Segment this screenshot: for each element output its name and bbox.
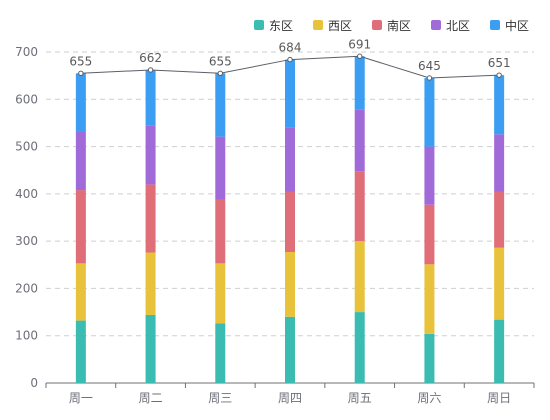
total-data-label: 651 [488,56,511,70]
bar-segment [75,263,86,321]
axes: 0 100 200 300 400 500 600 700 周一 周二 周三 周四 周五 周六 周日 [15,45,535,405]
bar-segment [215,263,226,324]
bar-segment [494,319,505,383]
legend-label: 中区 [505,18,529,33]
legend-label: 南区 [387,18,411,33]
x-tick-label: 周日 [487,391,511,405]
legend-swatch [490,20,500,30]
legend-label: 北区 [446,19,470,33]
legend-swatch [372,20,382,30]
bar-stacks [75,56,505,383]
y-tick-label: 600 [15,92,38,106]
bar-segment [285,316,295,383]
bar-segment [285,252,295,317]
y-tick-label: 300 [15,234,38,248]
total-data-label: 691 [348,37,371,51]
bar-segment [354,241,365,313]
bar-segment [424,204,435,265]
x-tick-label: 周一 [69,391,93,405]
bar-segment [354,171,365,242]
total-labels: 655 662 655 684 691 645 651 [69,37,510,73]
bar-segment [494,247,505,320]
total-point [357,53,363,59]
total-point [496,72,502,78]
bar-segment [494,134,505,192]
bar-segment [75,190,86,264]
legend-swatch [313,20,323,30]
bar-segment [75,73,86,132]
y-tick-label: 0 [30,376,38,390]
x-tick-label: 周五 [348,391,372,405]
total-line [78,53,502,81]
bar-segment [215,136,226,200]
x-tick-label: 周六 [417,391,441,405]
y-tick-label: 100 [15,329,38,343]
total-point [78,70,84,76]
bar-segment [215,199,226,264]
bar-segment [354,109,365,172]
total-point [426,75,433,81]
bar-segment [145,125,156,185]
legend-label: 东区 [269,19,293,33]
bar-segment [215,323,226,383]
legend-swatch [431,20,441,30]
legend-swatch [254,20,264,30]
y-tick-label: 400 [15,187,38,201]
bar-segment [75,131,86,191]
total-data-label: 655 [209,54,232,68]
bar-segment [215,73,226,137]
bar-segment [424,78,435,147]
bar-segment [145,184,156,253]
total-data-label: 662 [139,51,162,65]
x-tick-label: 周四 [278,391,302,405]
total-data-label: 684 [279,41,302,55]
bar-segment [424,264,435,334]
total-point [217,70,223,76]
total-data-label: 655 [69,54,92,68]
bar-segment [145,69,156,126]
y-tick-label: 500 [15,140,38,154]
bar-segment [354,312,365,383]
bar-segment [354,56,365,110]
x-tick-label: 周三 [208,391,232,405]
y-tick-label: 700 [15,45,38,59]
legend-label: 西区 [328,19,352,33]
total-data-label: 645 [418,59,441,73]
bar-segment [75,320,86,383]
legend: 东区 西区 南区 北区 中区 [254,18,529,33]
total-point [147,67,154,73]
bar-segment [494,75,505,135]
bar-segment [494,191,505,248]
total-point [287,56,293,63]
y-tick-label: 200 [15,281,38,295]
bar-segment [285,191,295,253]
bar-segment [285,59,295,128]
bar-segment [424,146,435,205]
x-tick-label: 周二 [139,391,163,405]
bar-segment [285,127,295,192]
bar-segment [145,314,156,383]
bar-segment [424,333,435,383]
bar-segment [145,252,156,315]
